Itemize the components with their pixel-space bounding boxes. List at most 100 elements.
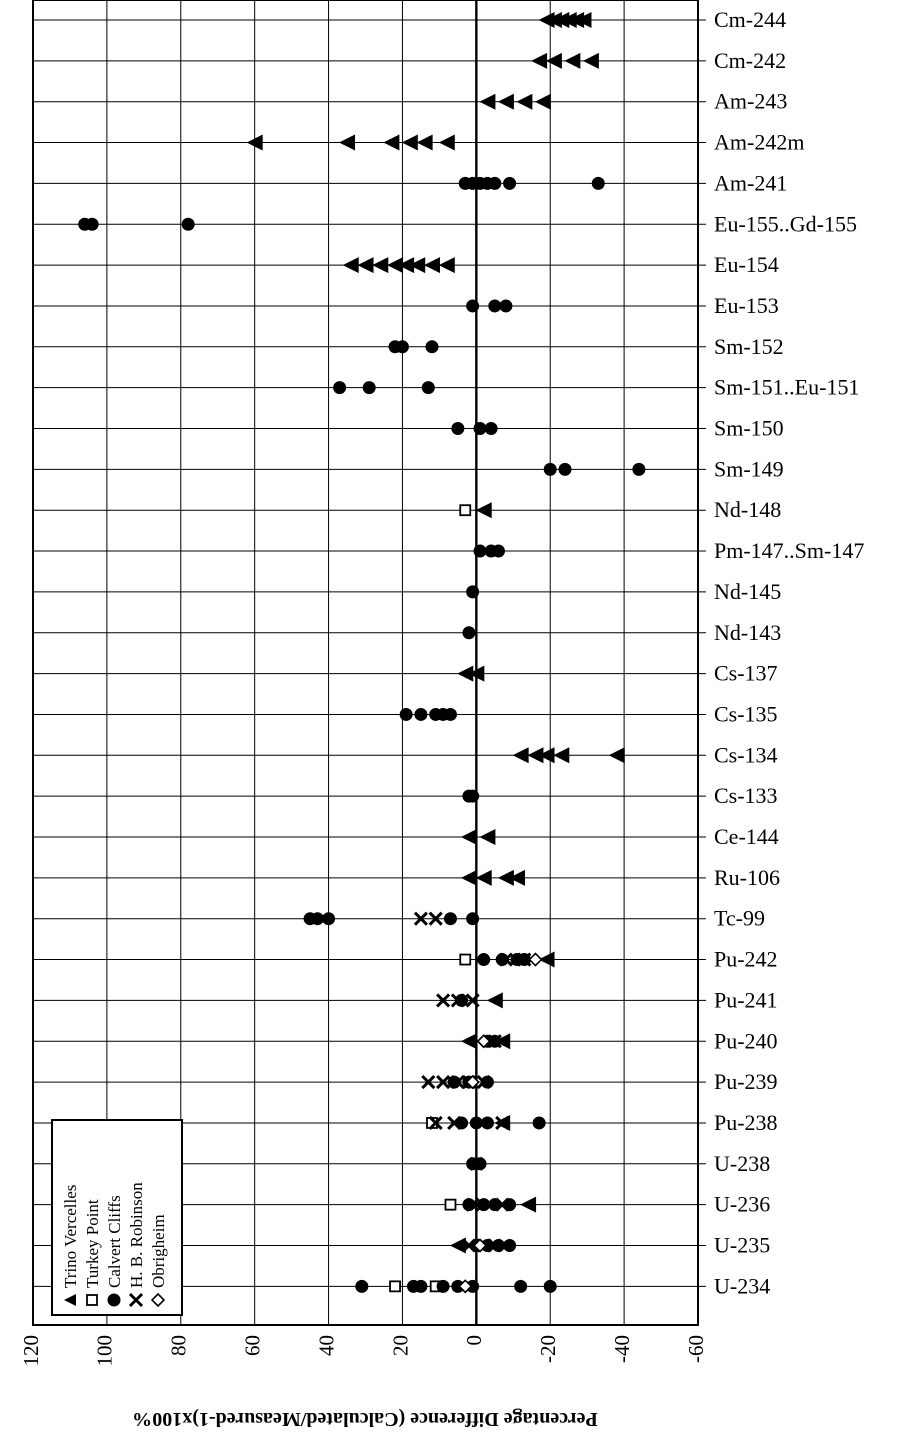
point-calvert-cliffs — [466, 912, 480, 926]
point-hb-robinson — [469, 1156, 484, 1171]
point-turkey-point — [389, 1280, 401, 1293]
category-labels: Cm-244 Cm-242 Am-243 Am-242m Am-241 Eu-155..G… — [714, 7, 864, 1298]
point-calvert-cliffs — [443, 707, 457, 721]
point-turkey-point — [86, 1294, 98, 1306]
point-calvert-cliffs — [466, 585, 480, 599]
point-trino-vercelles — [479, 829, 496, 845]
point-calvert-cliffs — [484, 422, 498, 435]
category-label: Ce-144 — [714, 824, 779, 849]
point-calvert-cliffs — [532, 1116, 546, 1130]
point-calvert-cliffs — [455, 993, 469, 1007]
category-label: Nd-143 — [714, 620, 781, 645]
category-label: Am-242m — [714, 130, 804, 155]
point-trino-vercelles — [460, 829, 477, 845]
point-calvert-cliffs — [488, 176, 502, 190]
point-trino-vercelles — [534, 93, 551, 110]
point-calvert-cliffs — [480, 1116, 494, 1130]
legend-label: Calvert Cliffs — [105, 1195, 124, 1288]
point-calvert-cliffs — [310, 912, 324, 926]
point-hb-robinson — [487, 1238, 502, 1253]
point-trino-vercelles — [383, 134, 400, 151]
point-trino-vercelles — [401, 134, 418, 151]
point-calvert-cliffs — [436, 1279, 450, 1293]
point-calvert-cliffs — [362, 381, 376, 395]
point-trino-vercelles — [516, 93, 533, 110]
point-calvert-cliffs — [473, 544, 487, 558]
point-trino-vercelles — [479, 93, 496, 110]
category-label: Sm-152 — [714, 334, 784, 359]
point-trino-vercelles — [545, 52, 562, 69]
category-label: Cs-135 — [714, 701, 778, 726]
point-trino-vercelles — [608, 747, 625, 764]
point-turkey-point — [444, 1198, 457, 1211]
point-trino-vercelles — [553, 747, 570, 764]
point-calvert-cliffs — [395, 340, 409, 354]
point-calvert-cliffs — [503, 1239, 517, 1252]
point-calvert-cliffs — [333, 381, 347, 395]
category-label: Pu-238 — [714, 1110, 778, 1135]
legend-box — [51, 1119, 183, 1316]
point-trino-vercelles — [438, 257, 455, 274]
point-calvert-cliffs — [425, 340, 439, 354]
point-hb-robinson — [128, 1292, 144, 1308]
point-hb-robinson — [436, 993, 451, 1008]
legend: Trino Vercelles Turkey Point Calvert Cliff… — [51, 1119, 183, 1316]
category-label: Sm-151..Eu-151 — [714, 375, 859, 400]
point-obrigheim — [150, 1292, 166, 1308]
category-label: Pu-239 — [714, 1069, 778, 1094]
point-trino-vercelles — [497, 869, 514, 886]
point-trino-vercelles — [575, 12, 592, 28]
point-trino-vercelles — [527, 747, 544, 764]
point-trino-vercelles — [512, 747, 529, 764]
x-axis-title: Percentage Difference (Calculated/Measur… — [132, 1408, 597, 1430]
category-label: Cm-244 — [714, 7, 786, 32]
point-trino-vercelles — [460, 1033, 477, 1050]
point-trino-vercelles — [538, 747, 555, 764]
point-trino-vercelles — [416, 134, 433, 151]
point-trino-vercelles — [538, 951, 555, 968]
point-calvert-cliffs — [473, 422, 487, 435]
point-trino-vercelles — [64, 1294, 76, 1306]
point-calvert-cliffs — [462, 1198, 476, 1212]
category-label: U-238 — [714, 1151, 770, 1176]
point-trino-vercelles — [468, 665, 485, 682]
point-calvert-cliffs — [495, 953, 509, 967]
point-calvert-cliffs — [514, 1279, 528, 1293]
point-trino-vercelles — [475, 869, 492, 886]
point-hb-robinson — [428, 1115, 443, 1131]
x-tick-label: 80 — [167, 1335, 191, 1356]
point-trino-vercelles — [475, 502, 492, 519]
point-obrigheim — [472, 1238, 488, 1253]
x-tick-label: 20 — [388, 1335, 412, 1356]
x-tick-labels: 120 100 80 60 40 20 0 -20 -40 -60 — [19, 1335, 708, 1367]
category-label: Cm-242 — [714, 48, 786, 73]
point-calvert-cliffs — [451, 1279, 465, 1293]
point-hb-robinson — [495, 1115, 510, 1131]
point-hb-robinson — [495, 1197, 510, 1212]
point-trino-vercelles — [246, 134, 263, 151]
point-calvert-cliffs — [543, 462, 557, 476]
point-trino-vercelles — [372, 257, 389, 274]
category-label: Pm-147..Sm-147 — [714, 538, 864, 563]
category-label: Eu-153 — [714, 293, 779, 318]
point-trino-vercelles — [424, 257, 440, 274]
point-trino-vercelles — [520, 1196, 537, 1213]
legend-label: H. B. Robinson — [127, 1182, 146, 1288]
point-calvert-cliffs — [558, 462, 572, 476]
point-trino-vercelles — [342, 257, 359, 274]
point-turkey-point — [459, 953, 472, 966]
point-trino-vercelles — [457, 665, 474, 682]
point-calvert-cliffs — [488, 299, 502, 313]
legend-label: Turkey Point — [83, 1199, 102, 1288]
point-calvert-cliffs — [399, 707, 413, 721]
point-calvert-cliffs — [480, 1075, 494, 1089]
point-calvert-cliffs — [543, 1279, 557, 1293]
category-label: Sm-149 — [714, 456, 784, 481]
point-calvert-cliffs — [469, 1116, 483, 1130]
point-trino-vercelles — [449, 1237, 466, 1254]
category-label: Pu-240 — [714, 1028, 778, 1053]
category-label: U-234 — [714, 1273, 770, 1298]
point-calvert-cliffs — [473, 1157, 487, 1171]
x-tick-label: -40 — [610, 1335, 634, 1363]
point-hb-robinson — [447, 1115, 462, 1131]
